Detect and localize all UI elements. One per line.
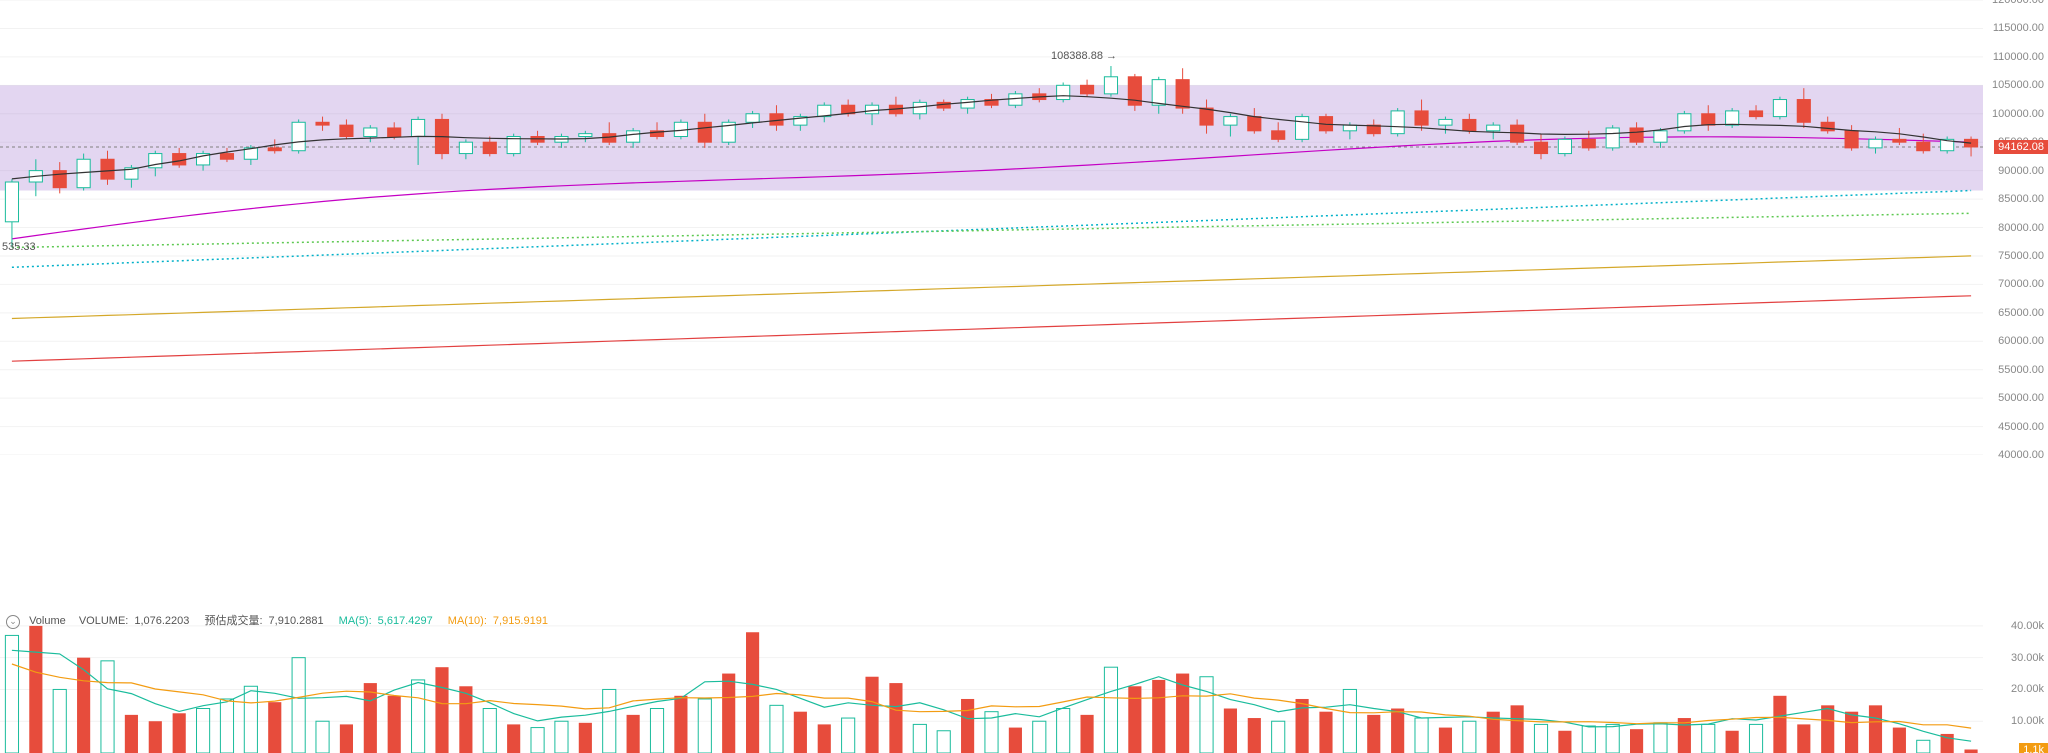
price-y-tick: 55000.00 <box>1998 364 2044 376</box>
volume-current-tag: 1.1k <box>2019 743 2048 753</box>
arrow-right-icon: → <box>1106 50 1117 62</box>
chart-root[interactable]: 120000.00 115000.00 110000.00 105000.00 1000… <box>0 0 2048 753</box>
price-y-tick: 75000.00 <box>1998 250 2044 262</box>
high-annotation-value: 108388.88 <box>1051 50 1103 62</box>
price-y-tick: 40000.00 <box>1998 449 2044 461</box>
price-chart[interactable] <box>0 0 2048 455</box>
volume-legend: ⌄ Volume VOLUME: 1,076.2203 预估成交量: 7,910.2… <box>6 612 560 629</box>
volume-y-tick: 40.00k <box>2011 620 2044 632</box>
price-y-tick: 65000.00 <box>1998 307 2044 319</box>
low-left-value: 535.33 <box>2 241 36 253</box>
volume-legend-est-value: 7,910.2881 <box>269 615 324 627</box>
price-y-tick: 45000.00 <box>1998 421 2044 433</box>
price-y-tick: 115000.00 <box>1993 22 2044 34</box>
volume-current-value: 1.1k <box>2023 744 2044 753</box>
volume-y-tick: 20.00k <box>2011 683 2044 695</box>
price-y-tick: 120000.00 <box>1992 0 2044 6</box>
volume-legend-ma10-label: MA(10): <box>448 615 487 627</box>
volume-chart[interactable] <box>0 610 2048 753</box>
price-y-tick: 60000.00 <box>1998 335 2044 347</box>
chevron-down-icon[interactable]: ⌄ <box>6 615 20 629</box>
current-price-value: 94162.08 <box>1998 141 2044 153</box>
price-y-tick: 50000.00 <box>1998 392 2044 404</box>
price-y-tick: 70000.00 <box>1998 278 2044 290</box>
volume-legend-ma10-value: 7,915.9191 <box>493 615 548 627</box>
price-y-tick: 80000.00 <box>1998 222 2044 234</box>
volume-legend-vol-value: 1,076.2203 <box>134 615 189 627</box>
price-y-tick: 105000.00 <box>1992 79 2044 91</box>
volume-legend-title: Volume <box>29 615 66 627</box>
volume-legend-vol-label: VOLUME: <box>79 615 129 627</box>
volume-y-tick: 30.00k <box>2011 652 2044 664</box>
current-price-tag: 94162.08 <box>1994 140 2048 154</box>
volume-legend-ma5-value: 5,617.4297 <box>378 615 433 627</box>
volume-y-tick: 10.00k <box>2011 715 2044 727</box>
price-y-tick: 85000.00 <box>1998 193 2044 205</box>
volume-legend-est-label: 预估成交量: <box>204 615 262 627</box>
price-y-tick: 90000.00 <box>1998 165 2044 177</box>
price-y-tick: 100000.00 <box>1992 108 2044 120</box>
low-left-annotation: 535.33 <box>2 241 36 253</box>
high-annotation: 108388.88 → <box>1051 50 1117 62</box>
price-y-tick: 110000.00 <box>1993 51 2044 63</box>
volume-legend-ma5-label: MA(5): <box>339 615 372 627</box>
